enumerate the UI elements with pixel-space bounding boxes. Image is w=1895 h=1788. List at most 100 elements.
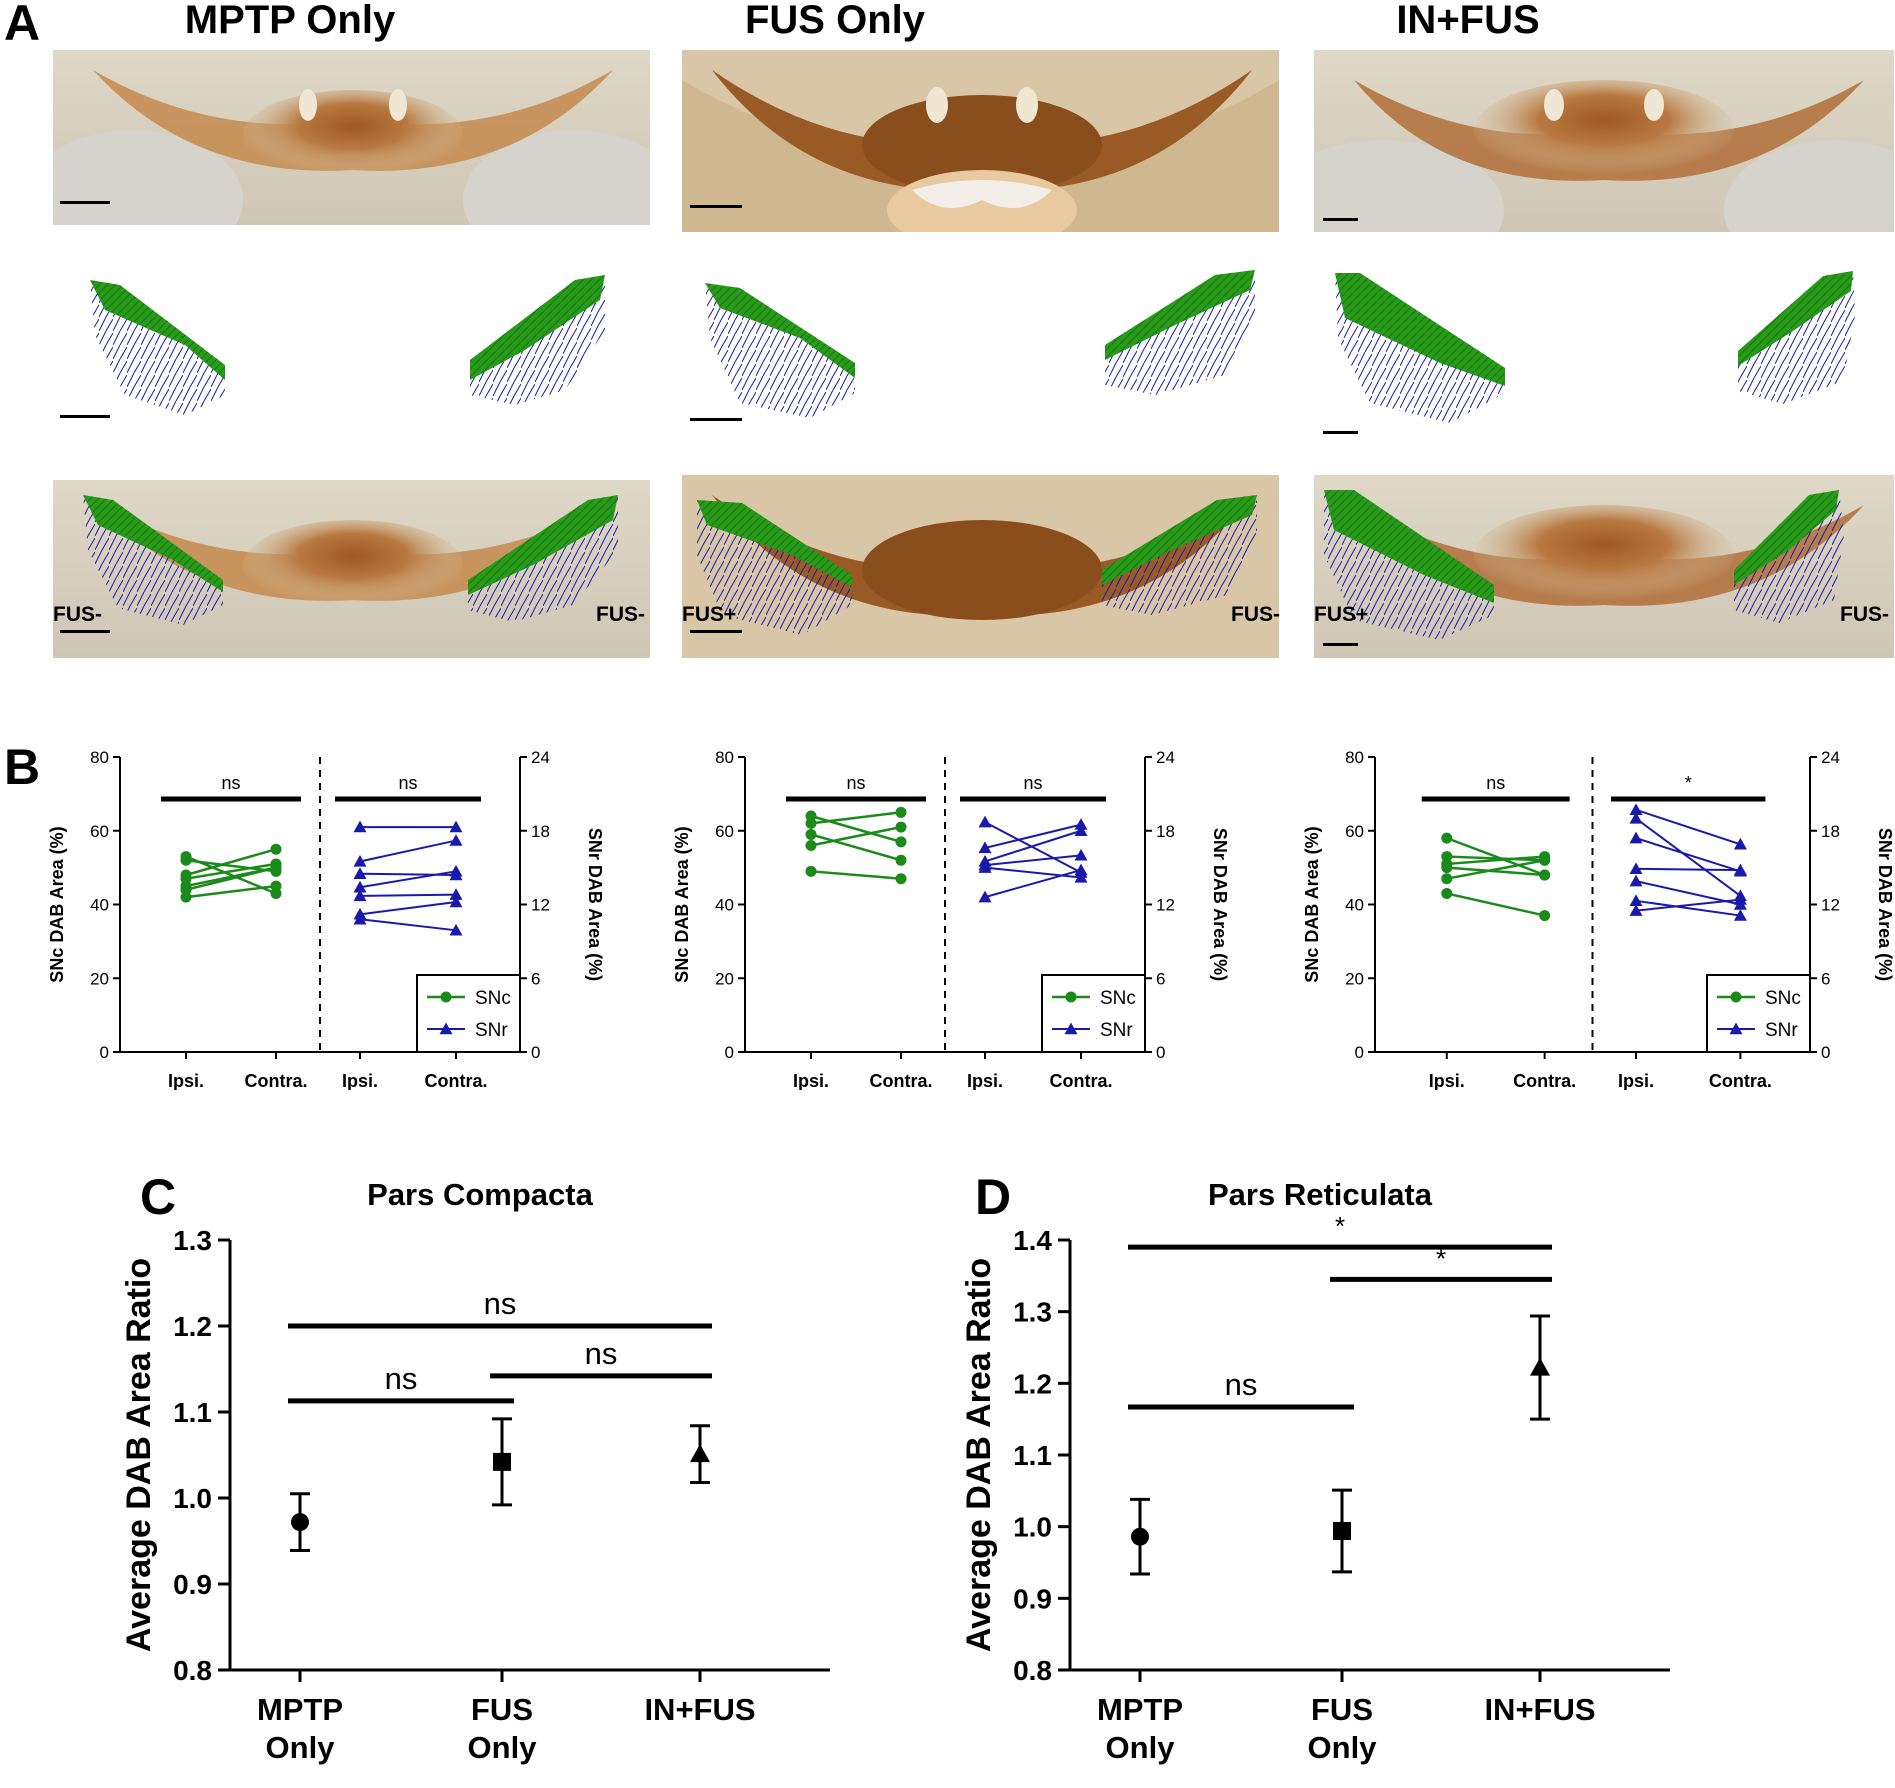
- y-tick-label: 1.0: [1013, 1512, 1052, 1543]
- y-tick-label: 40: [90, 896, 109, 915]
- snr-point: [449, 895, 463, 908]
- legend-snr-label: SNr: [1765, 1020, 1798, 1041]
- snr-point: [1733, 863, 1747, 876]
- y-tick-label: 1.3: [1013, 1297, 1052, 1328]
- snr-pair-line: [984, 823, 1082, 849]
- snc-point: [895, 806, 907, 818]
- y-tick-label: 60: [715, 822, 734, 841]
- y-axis-label-left: SNc DAB Area (%): [1302, 826, 1322, 982]
- significance-label: ns: [846, 773, 865, 793]
- snc-pair-line: [185, 866, 277, 891]
- comparison-label: *: [1436, 1243, 1446, 1273]
- y-tick-label: 12: [1821, 896, 1840, 915]
- legend-snc-label: SNc: [1765, 988, 1801, 1009]
- snr-point: [449, 888, 463, 900]
- significance-label: ns: [1023, 773, 1042, 793]
- snc-point: [805, 828, 817, 840]
- x-tick-label: Ipsi.: [1429, 1071, 1465, 1090]
- significance-label: ns: [221, 773, 240, 793]
- snr-point: [978, 890, 992, 903]
- micrograph-fus-dab: [682, 50, 1279, 232]
- snr-point: [978, 815, 992, 828]
- scale-bar: [690, 630, 742, 633]
- y-tick-label: 0: [1821, 1043, 1830, 1062]
- snr-pair-line: [359, 918, 457, 932]
- fus-label-fus-left: FUS+: [682, 603, 737, 626]
- snr-pair-line: [1635, 899, 1741, 917]
- snr-point: [1629, 904, 1643, 916]
- snc-point: [1539, 869, 1551, 881]
- snr-point: [449, 864, 463, 877]
- y-tick-label: 60: [90, 822, 109, 841]
- snc-pair-line: [1446, 855, 1545, 862]
- snc-point: [805, 865, 817, 877]
- column-title-fus: FUS Only: [744, 0, 926, 42]
- trace-mptp-right: [465, 270, 610, 410]
- overlay-mptp: [53, 480, 650, 658]
- snr-point: [353, 889, 367, 902]
- y-axis-label-left: SNc DAB Area (%): [672, 826, 692, 982]
- legend-snr-marker: [1729, 1022, 1743, 1035]
- column-title-infus: IN+FUS: [1396, 0, 1540, 42]
- x-tick-label: Ipsi.: [793, 1071, 829, 1090]
- fus-label-mptp-right: FUS-: [596, 603, 645, 626]
- snr-pair-line: [1635, 837, 1741, 873]
- paired-chart-fus: 0 20 40 60 80 0 6 12 18 24 Ipsi. Contra. Ipsi. Contra…: [672, 748, 1230, 1090]
- snr-pair-line: [1635, 867, 1741, 872]
- y-tick-label: 0: [1355, 1043, 1364, 1062]
- snc-point: [895, 836, 907, 848]
- y-tick-label: 80: [90, 748, 109, 767]
- panel-letter-a: A: [4, 0, 41, 51]
- snr-point: [1074, 818, 1088, 830]
- y-tick-label: 0.8: [1013, 1655, 1052, 1686]
- scale-bar: [1323, 643, 1358, 646]
- snr-pair-line: [1635, 817, 1741, 897]
- x-tick-label: Only: [468, 1730, 538, 1765]
- snr-point: [1074, 824, 1088, 836]
- snc-pair-line: [810, 811, 902, 825]
- snr-point: [1074, 848, 1088, 861]
- legend-snr-marker: [1064, 1022, 1078, 1035]
- fus-label-mptp-left: FUS-: [53, 603, 102, 626]
- overlay-fus: [682, 475, 1279, 658]
- snr-pair-line: [1635, 808, 1741, 846]
- x-tick-label: Ipsi.: [967, 1071, 1003, 1090]
- snr-pair-line: [984, 854, 1082, 867]
- y-tick-label: 0: [100, 1043, 109, 1062]
- y-axis-label: Average DAB Area Ratio: [960, 1258, 998, 1652]
- snr-point: [1629, 874, 1643, 887]
- x-tick-label: Contra.: [1709, 1071, 1772, 1090]
- comparison-label: ns: [1225, 1367, 1258, 1402]
- ratio-chart-pars-compacta: Pars Compacta 0.8 0.9 1.0 1.1 1.2 1.3 Average D…: [120, 1177, 830, 1765]
- y-tick-label: 20: [715, 969, 734, 988]
- snr-point: [353, 854, 367, 867]
- y-tick-label: 0: [1156, 1043, 1165, 1062]
- scale-bar: [60, 630, 110, 633]
- y-tick-label: 0: [531, 1043, 540, 1062]
- x-tick-label: Ipsi.: [342, 1071, 378, 1090]
- y-tick-label: 1.2: [173, 1311, 212, 1342]
- scale-bar: [60, 415, 110, 418]
- y-tick-label: 1.2: [1013, 1368, 1052, 1399]
- snr-point: [1074, 863, 1088, 876]
- snr-point: [353, 880, 367, 893]
- x-tick-label: FUS: [1311, 1692, 1373, 1727]
- scale-bar: [1323, 218, 1358, 221]
- micrograph-infus-dab: [1314, 50, 1894, 232]
- y-tick-label: 6: [1156, 969, 1165, 988]
- y-tick-label: 60: [1345, 822, 1364, 841]
- mean-marker: [1333, 1521, 1351, 1540]
- trace-mptp-left: [85, 275, 230, 420]
- x-tick-label: Only: [1308, 1730, 1378, 1765]
- y-tick-label: 80: [715, 748, 734, 767]
- chart-title: Pars Compacta: [367, 1177, 593, 1212]
- snc-pair-line: [1446, 859, 1545, 880]
- y-tick-label: 1.4: [1013, 1225, 1052, 1256]
- legend-box: [1706, 974, 1811, 1053]
- snr-pair-line: [984, 829, 1082, 863]
- trace-fus-right: [1095, 265, 1260, 397]
- y-tick-label: 12: [531, 896, 550, 915]
- y-tick-label: 40: [1345, 896, 1364, 915]
- snc-point: [1539, 910, 1551, 922]
- x-tick-label: Contra.: [1513, 1071, 1576, 1090]
